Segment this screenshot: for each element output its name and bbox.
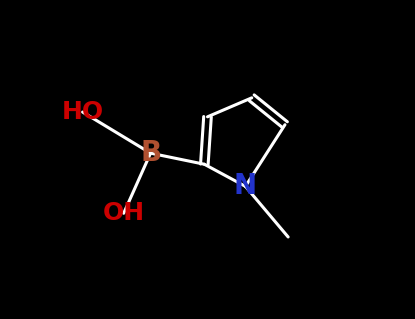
Text: HO: HO — [61, 100, 104, 124]
Text: N: N — [234, 172, 257, 200]
Text: B: B — [140, 139, 161, 167]
Text: OH: OH — [103, 201, 145, 225]
